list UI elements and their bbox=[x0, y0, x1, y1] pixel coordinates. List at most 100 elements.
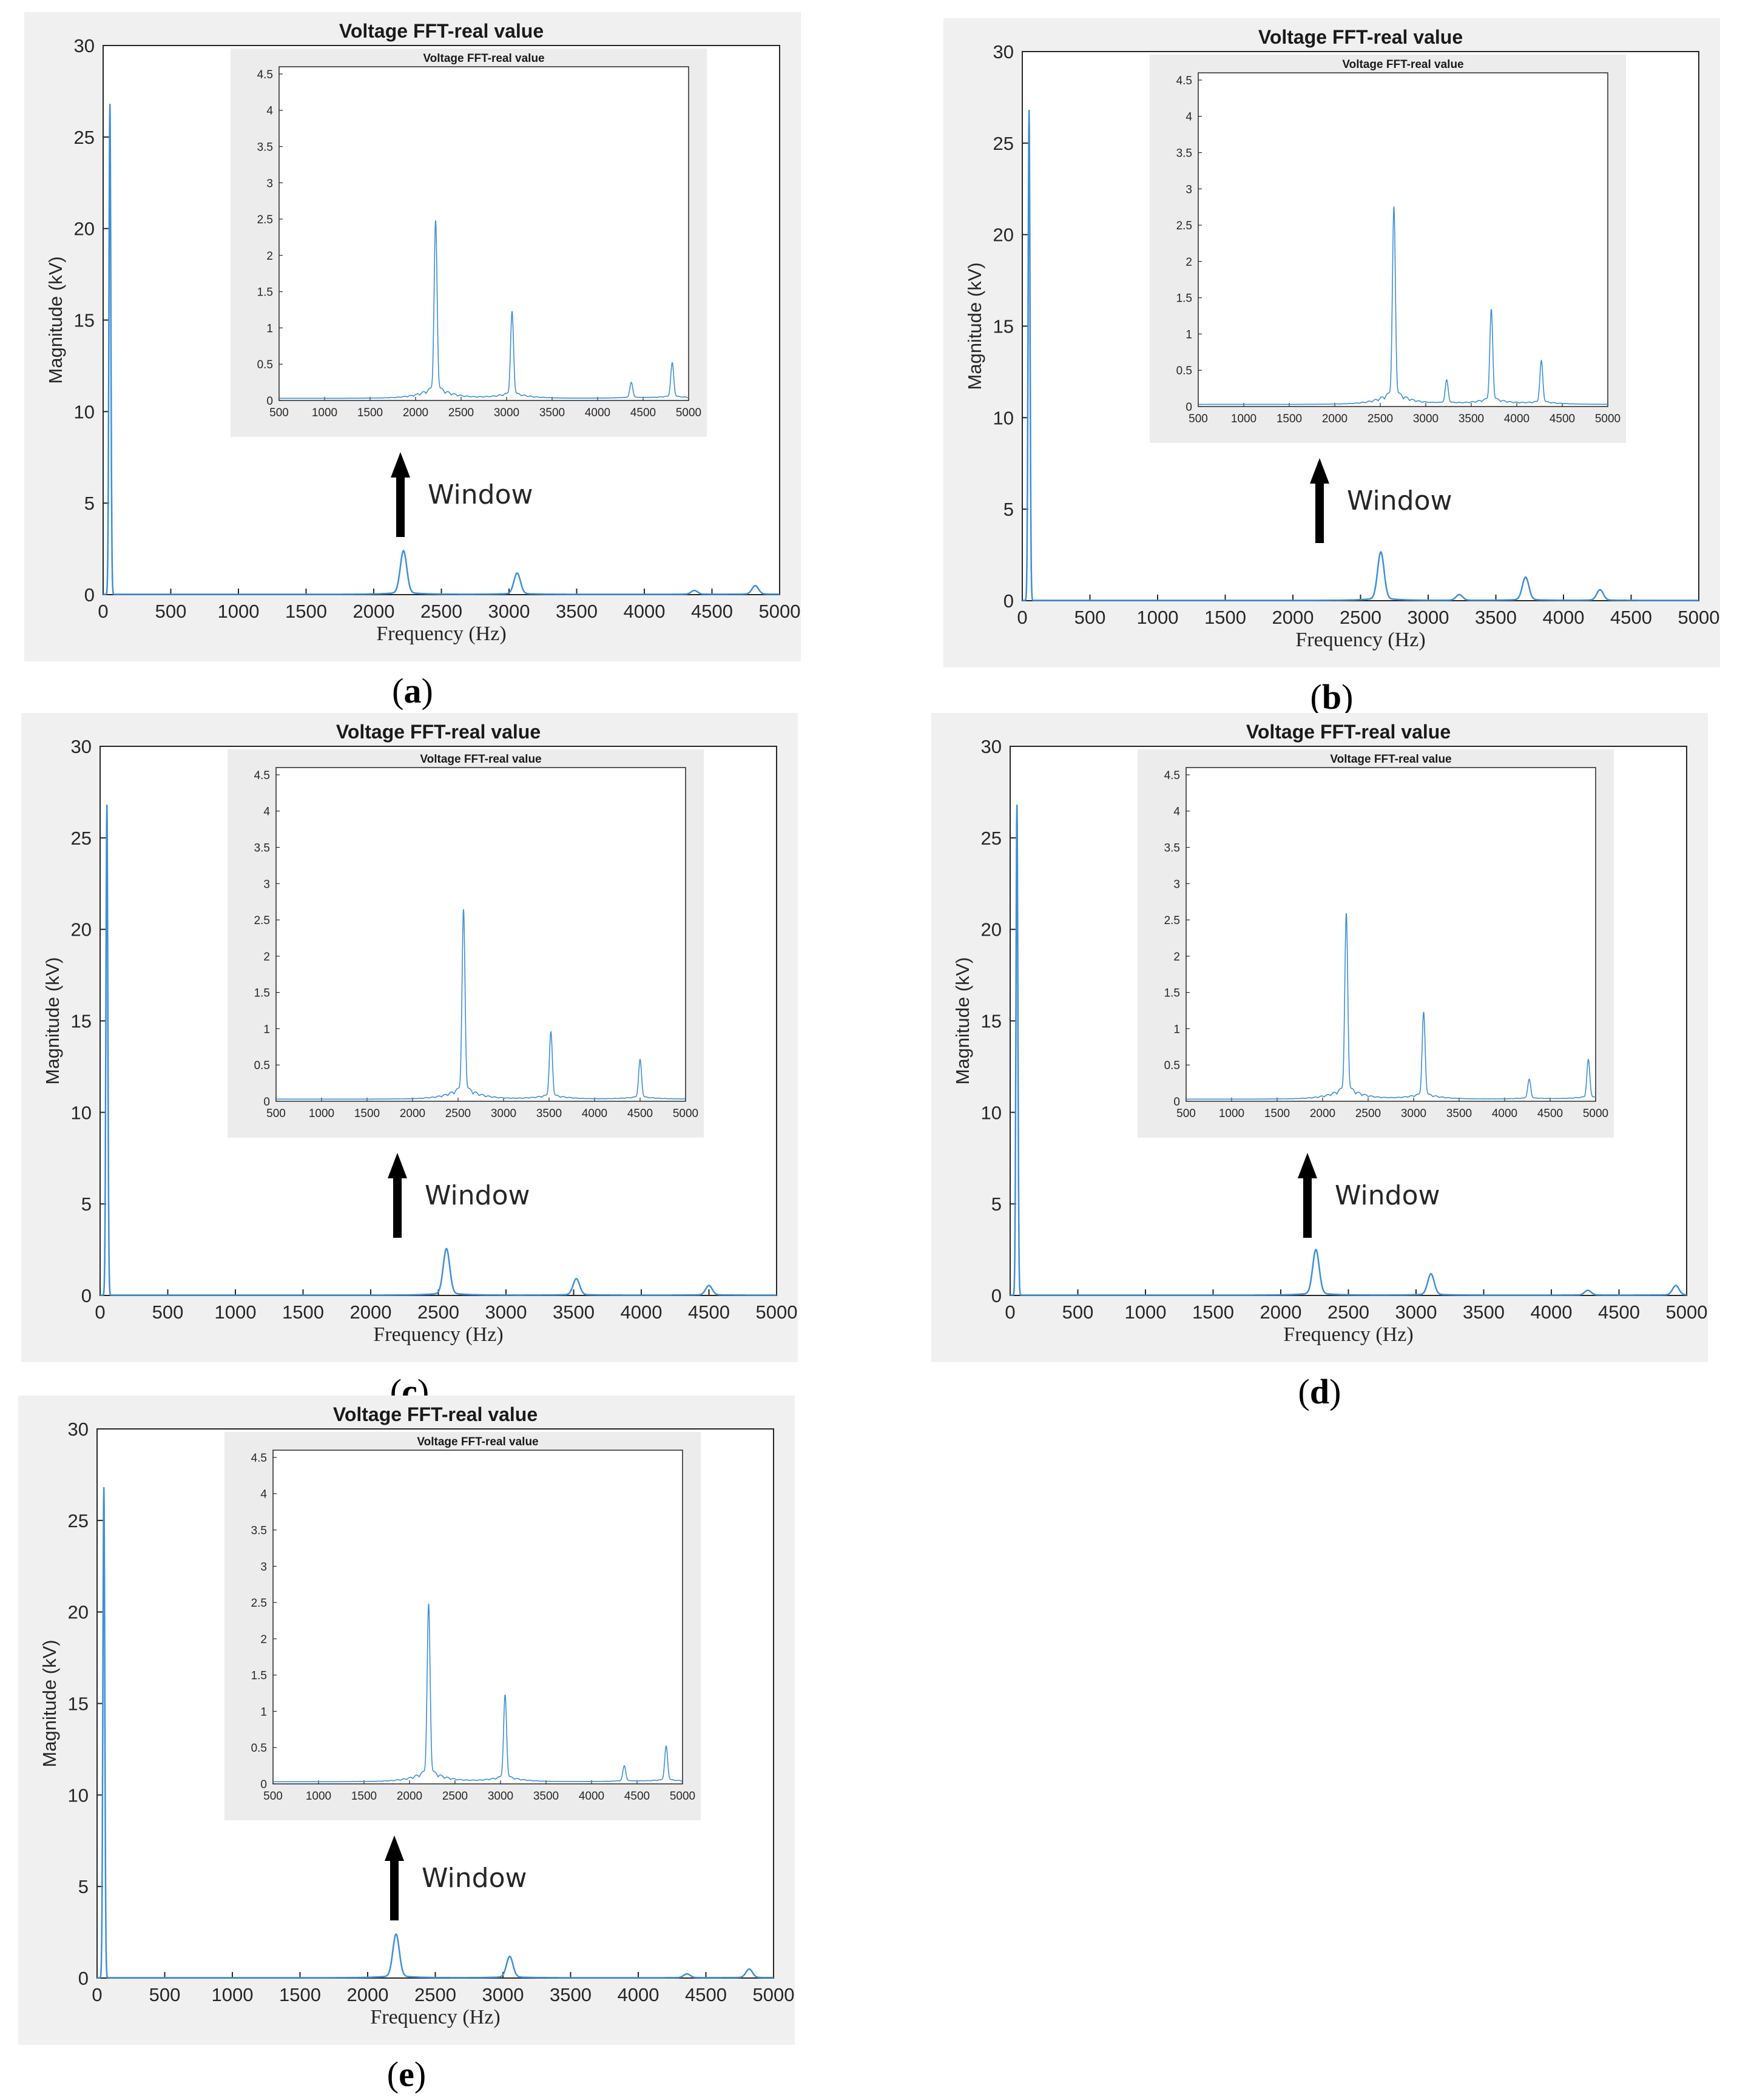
inset-y-tick-label: 1.5 bbox=[1164, 987, 1180, 1000]
x-tick-label: 5000 bbox=[753, 1984, 795, 2005]
inset-y-tick-label: 1 bbox=[263, 1023, 270, 1036]
inset-y-tick-label: 2 bbox=[1186, 256, 1192, 269]
chart-title: Voltage FFT-real value bbox=[1246, 721, 1451, 743]
inset-x-tick-label: 3500 bbox=[539, 407, 565, 419]
x-tick-label: 4000 bbox=[1543, 607, 1585, 628]
x-tick-label: 3500 bbox=[556, 601, 598, 622]
inset-x-tick-label: 4500 bbox=[1550, 413, 1575, 425]
inset-y-tick-label: 0.5 bbox=[251, 1742, 267, 1755]
inset-x-tick-label: 1500 bbox=[354, 1107, 380, 1120]
window-annotation: Window bbox=[428, 479, 533, 510]
y-tick-label: 25 bbox=[68, 1510, 89, 1531]
x-tick-label: 1000 bbox=[212, 1984, 254, 2005]
arrow-up-icon bbox=[1310, 458, 1329, 484]
inset-x-tick-label: 4500 bbox=[627, 1107, 653, 1120]
x-axis-label: Frequency (Hz) bbox=[376, 623, 506, 645]
inset-x-tick-label: 2000 bbox=[400, 1107, 425, 1120]
inset-y-tick-label: 1.5 bbox=[254, 987, 270, 1000]
inset-x-tick-label: 3500 bbox=[533, 1790, 559, 1803]
x-tick-label: 2000 bbox=[347, 1984, 389, 2005]
x-tick-label: 3000 bbox=[1395, 1302, 1437, 1323]
inset-y-tick-label: 3 bbox=[266, 177, 273, 190]
x-tick-label: 1000 bbox=[1137, 607, 1179, 628]
fft-chart-b: Voltage FFT-real value 0 500 1000 1500 2000 2 5… bbox=[943, 18, 1720, 667]
caption-d: (d) bbox=[1298, 1372, 1341, 1411]
inset-series-line bbox=[273, 1604, 683, 1783]
x-tick-label: 500 bbox=[1062, 1302, 1094, 1323]
inset-x-tick-label: 1000 bbox=[1231, 413, 1256, 425]
inset-series-line bbox=[1198, 206, 1608, 405]
inset-x-tick-label: 3500 bbox=[1446, 1107, 1472, 1120]
inset-y-tick-label: 2.5 bbox=[1164, 914, 1180, 927]
y-tick-label: 0 bbox=[81, 1285, 92, 1306]
caption-b: (b) bbox=[1310, 677, 1354, 717]
y-tick-label: 5 bbox=[991, 1193, 1002, 1215]
inset-x-tick-label: 3000 bbox=[488, 1790, 513, 1803]
inset-x-tick-label: 2500 bbox=[445, 1107, 471, 1120]
inset-x-tick-label: 500 bbox=[263, 1790, 283, 1803]
x-tick-label: 5000 bbox=[759, 601, 801, 622]
x-tick-label: 0 bbox=[1017, 607, 1027, 628]
arrow-shaft bbox=[393, 1177, 402, 1238]
x-tick-label: 4000 bbox=[1531, 1302, 1573, 1323]
inset-y-tick-label: 4.5 bbox=[254, 769, 270, 782]
inset-title: Voltage FFT-real value bbox=[1330, 753, 1451, 766]
x-axis-label: Frequency (Hz) bbox=[370, 2006, 500, 2028]
inset-title: Voltage FFT-real value bbox=[417, 1436, 538, 1448]
caption-e: (e) bbox=[386, 2054, 427, 2094]
inset-plot-area bbox=[278, 66, 689, 401]
inset-x-tick-label: 2000 bbox=[1322, 413, 1347, 425]
y-axis-label: Magnitude (kV) bbox=[952, 957, 973, 1084]
x-tick-label: 4000 bbox=[624, 601, 666, 622]
y-tick-label: 10 bbox=[993, 407, 1014, 428]
inset-x-tick-label: 500 bbox=[1189, 413, 1208, 425]
y-tick-label: 15 bbox=[993, 316, 1014, 337]
inset-x-tick-label: 5000 bbox=[676, 407, 701, 419]
inset-y-tick-label: 2.5 bbox=[1176, 220, 1192, 232]
inset-y-tick-label: 4 bbox=[1186, 111, 1192, 124]
inset-x-tick-label: 4000 bbox=[582, 1107, 607, 1120]
y-tick-label: 5 bbox=[78, 1876, 89, 1897]
inset-x-tick-label: 1500 bbox=[351, 1790, 377, 1803]
figure-panel-d: Voltage FFT-real value 0 500 1000 1500 2000 25… bbox=[931, 713, 1708, 1417]
chart-title: Voltage FFT-real value bbox=[336, 721, 541, 743]
inset-y-tick-label: 2.5 bbox=[257, 214, 273, 226]
inset-x-tick-label: 5000 bbox=[670, 1790, 695, 1803]
inset-series-line bbox=[276, 909, 686, 1100]
x-tick-label: 2500 bbox=[1327, 1302, 1369, 1323]
x-tick-label: 3000 bbox=[482, 1984, 524, 2005]
x-tick-label: 3500 bbox=[553, 1302, 595, 1323]
window-annotation: Window bbox=[1335, 1180, 1440, 1211]
inset-x-tick-label: 1500 bbox=[1277, 413, 1302, 425]
series-line bbox=[1010, 805, 1687, 1296]
inset-y-tick-label: 0.5 bbox=[1164, 1059, 1180, 1072]
inset-x-tick-label: 2000 bbox=[403, 407, 428, 419]
y-axis-label: Magnitude (kV) bbox=[42, 957, 63, 1084]
inset-y-tick-label: 0.5 bbox=[257, 359, 273, 371]
y-tick-label: 15 bbox=[71, 1011, 92, 1032]
arrow-up-icon bbox=[391, 452, 410, 478]
y-tick-label: 30 bbox=[71, 736, 92, 757]
inset-x-tick-label: 3000 bbox=[1401, 1107, 1426, 1120]
arrow-shaft bbox=[1303, 1177, 1312, 1238]
chart-title: Voltage FFT-real value bbox=[1258, 26, 1463, 48]
inset-y-tick-label: 3 bbox=[260, 1561, 267, 1573]
y-tick-label: 10 bbox=[68, 1784, 89, 1806]
arrow-shaft bbox=[396, 476, 405, 537]
arrow-up-icon bbox=[385, 1835, 404, 1861]
inset-title: Voltage FFT-real value bbox=[420, 753, 541, 766]
x-tick-label: 4000 bbox=[618, 1984, 659, 2005]
inset-x-tick-label: 3000 bbox=[1413, 413, 1439, 425]
y-tick-label: 5 bbox=[81, 1193, 92, 1215]
inset-x-tick-label: 4000 bbox=[1492, 1107, 1517, 1120]
x-tick-label: 5000 bbox=[1678, 607, 1720, 628]
inset-x-tick-label: 2500 bbox=[442, 1790, 468, 1803]
y-tick-label: 30 bbox=[68, 1419, 89, 1440]
y-tick-label: 20 bbox=[993, 225, 1014, 246]
x-tick-label: 1000 bbox=[1125, 1302, 1167, 1323]
x-tick-label: 4500 bbox=[1610, 607, 1652, 628]
y-tick-label: 15 bbox=[74, 310, 95, 331]
inset-x-tick-label: 1000 bbox=[1219, 1107, 1244, 1120]
x-tick-label: 3000 bbox=[485, 1302, 527, 1323]
x-tick-label: 4500 bbox=[688, 1302, 730, 1323]
